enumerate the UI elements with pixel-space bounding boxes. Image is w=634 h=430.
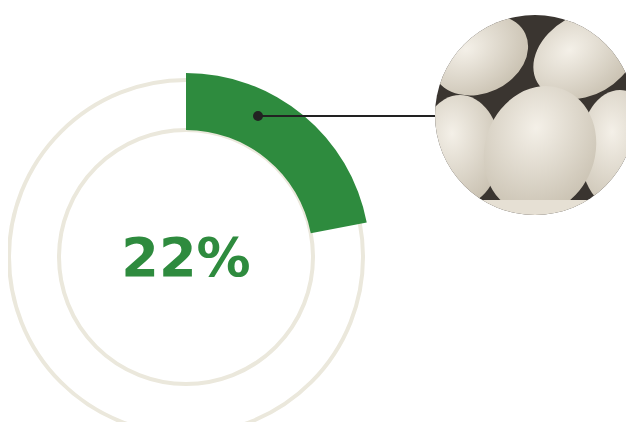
svg-text:22%: 22% <box>121 226 250 289</box>
